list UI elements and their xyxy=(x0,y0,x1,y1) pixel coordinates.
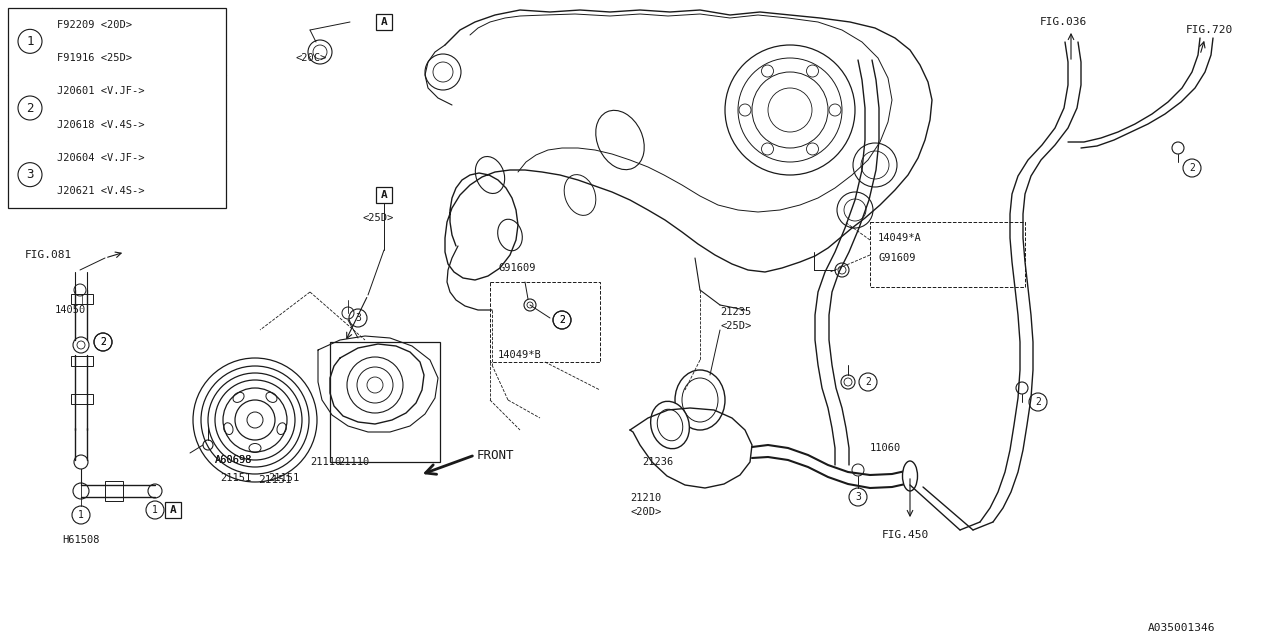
Text: 21151: 21151 xyxy=(220,473,251,483)
Text: 21151: 21151 xyxy=(268,473,300,483)
Text: 21110: 21110 xyxy=(338,457,369,467)
Text: 2: 2 xyxy=(1036,397,1041,407)
Text: 1: 1 xyxy=(78,510,84,520)
Text: G91609: G91609 xyxy=(498,263,535,273)
Text: F91916 <25D>: F91916 <25D> xyxy=(58,53,132,63)
Ellipse shape xyxy=(902,461,918,491)
Bar xyxy=(70,294,93,304)
Text: 2: 2 xyxy=(865,377,870,387)
Bar xyxy=(70,394,93,404)
Text: 21210: 21210 xyxy=(630,493,662,503)
Text: 14050: 14050 xyxy=(55,305,86,315)
Text: 3: 3 xyxy=(27,168,33,181)
Text: J20601 <V.JF->: J20601 <V.JF-> xyxy=(58,86,145,97)
Text: <25D>: <25D> xyxy=(721,321,751,331)
Text: 2: 2 xyxy=(1189,163,1196,173)
Text: FIG.720: FIG.720 xyxy=(1187,25,1233,35)
Text: 21151: 21151 xyxy=(259,475,292,485)
Ellipse shape xyxy=(650,401,690,449)
Text: A60698: A60698 xyxy=(215,455,252,465)
Text: J20618 <V.4S->: J20618 <V.4S-> xyxy=(58,120,145,130)
Text: 2: 2 xyxy=(559,315,564,325)
Text: 2: 2 xyxy=(100,337,106,347)
Text: <25D>: <25D> xyxy=(362,213,393,223)
Text: A: A xyxy=(380,17,388,27)
Text: FIG.081: FIG.081 xyxy=(26,250,72,260)
Bar xyxy=(330,342,440,462)
Text: 1: 1 xyxy=(152,505,157,515)
Text: <20D>: <20D> xyxy=(630,507,662,517)
Bar xyxy=(490,282,600,362)
Text: FIG.036: FIG.036 xyxy=(1039,17,1087,27)
Bar xyxy=(8,8,227,208)
Bar xyxy=(376,14,392,30)
Text: 2: 2 xyxy=(100,337,106,347)
Ellipse shape xyxy=(675,370,724,430)
Text: 14049*A: 14049*A xyxy=(878,233,922,243)
Text: 21110: 21110 xyxy=(310,457,342,467)
Text: A: A xyxy=(170,505,177,515)
Text: A60698: A60698 xyxy=(215,455,252,465)
Text: 3: 3 xyxy=(355,313,361,323)
Text: A: A xyxy=(380,190,388,200)
Text: FIG.450: FIG.450 xyxy=(882,530,929,540)
Bar xyxy=(376,187,392,203)
Text: FRONT: FRONT xyxy=(477,449,515,461)
Text: J20621 <V.4S->: J20621 <V.4S-> xyxy=(58,186,145,196)
Text: H61508: H61508 xyxy=(61,535,100,545)
Text: 21235: 21235 xyxy=(721,307,751,317)
Text: <20C>: <20C> xyxy=(294,53,326,63)
Text: J20604 <V.JF->: J20604 <V.JF-> xyxy=(58,153,145,163)
Text: 3: 3 xyxy=(855,492,861,502)
Text: F92209 <20D>: F92209 <20D> xyxy=(58,20,132,29)
Text: 2: 2 xyxy=(27,102,33,115)
Text: A035001346: A035001346 xyxy=(1148,623,1216,633)
Text: 11060: 11060 xyxy=(870,443,901,453)
Text: 21236: 21236 xyxy=(643,457,673,467)
Bar xyxy=(105,481,123,501)
Bar xyxy=(165,502,180,518)
Text: G91609: G91609 xyxy=(878,253,915,263)
Text: 14049*B: 14049*B xyxy=(498,350,541,360)
Bar xyxy=(870,222,1025,287)
Bar xyxy=(70,356,93,366)
Text: 2: 2 xyxy=(559,315,564,325)
Text: 1: 1 xyxy=(27,35,33,48)
